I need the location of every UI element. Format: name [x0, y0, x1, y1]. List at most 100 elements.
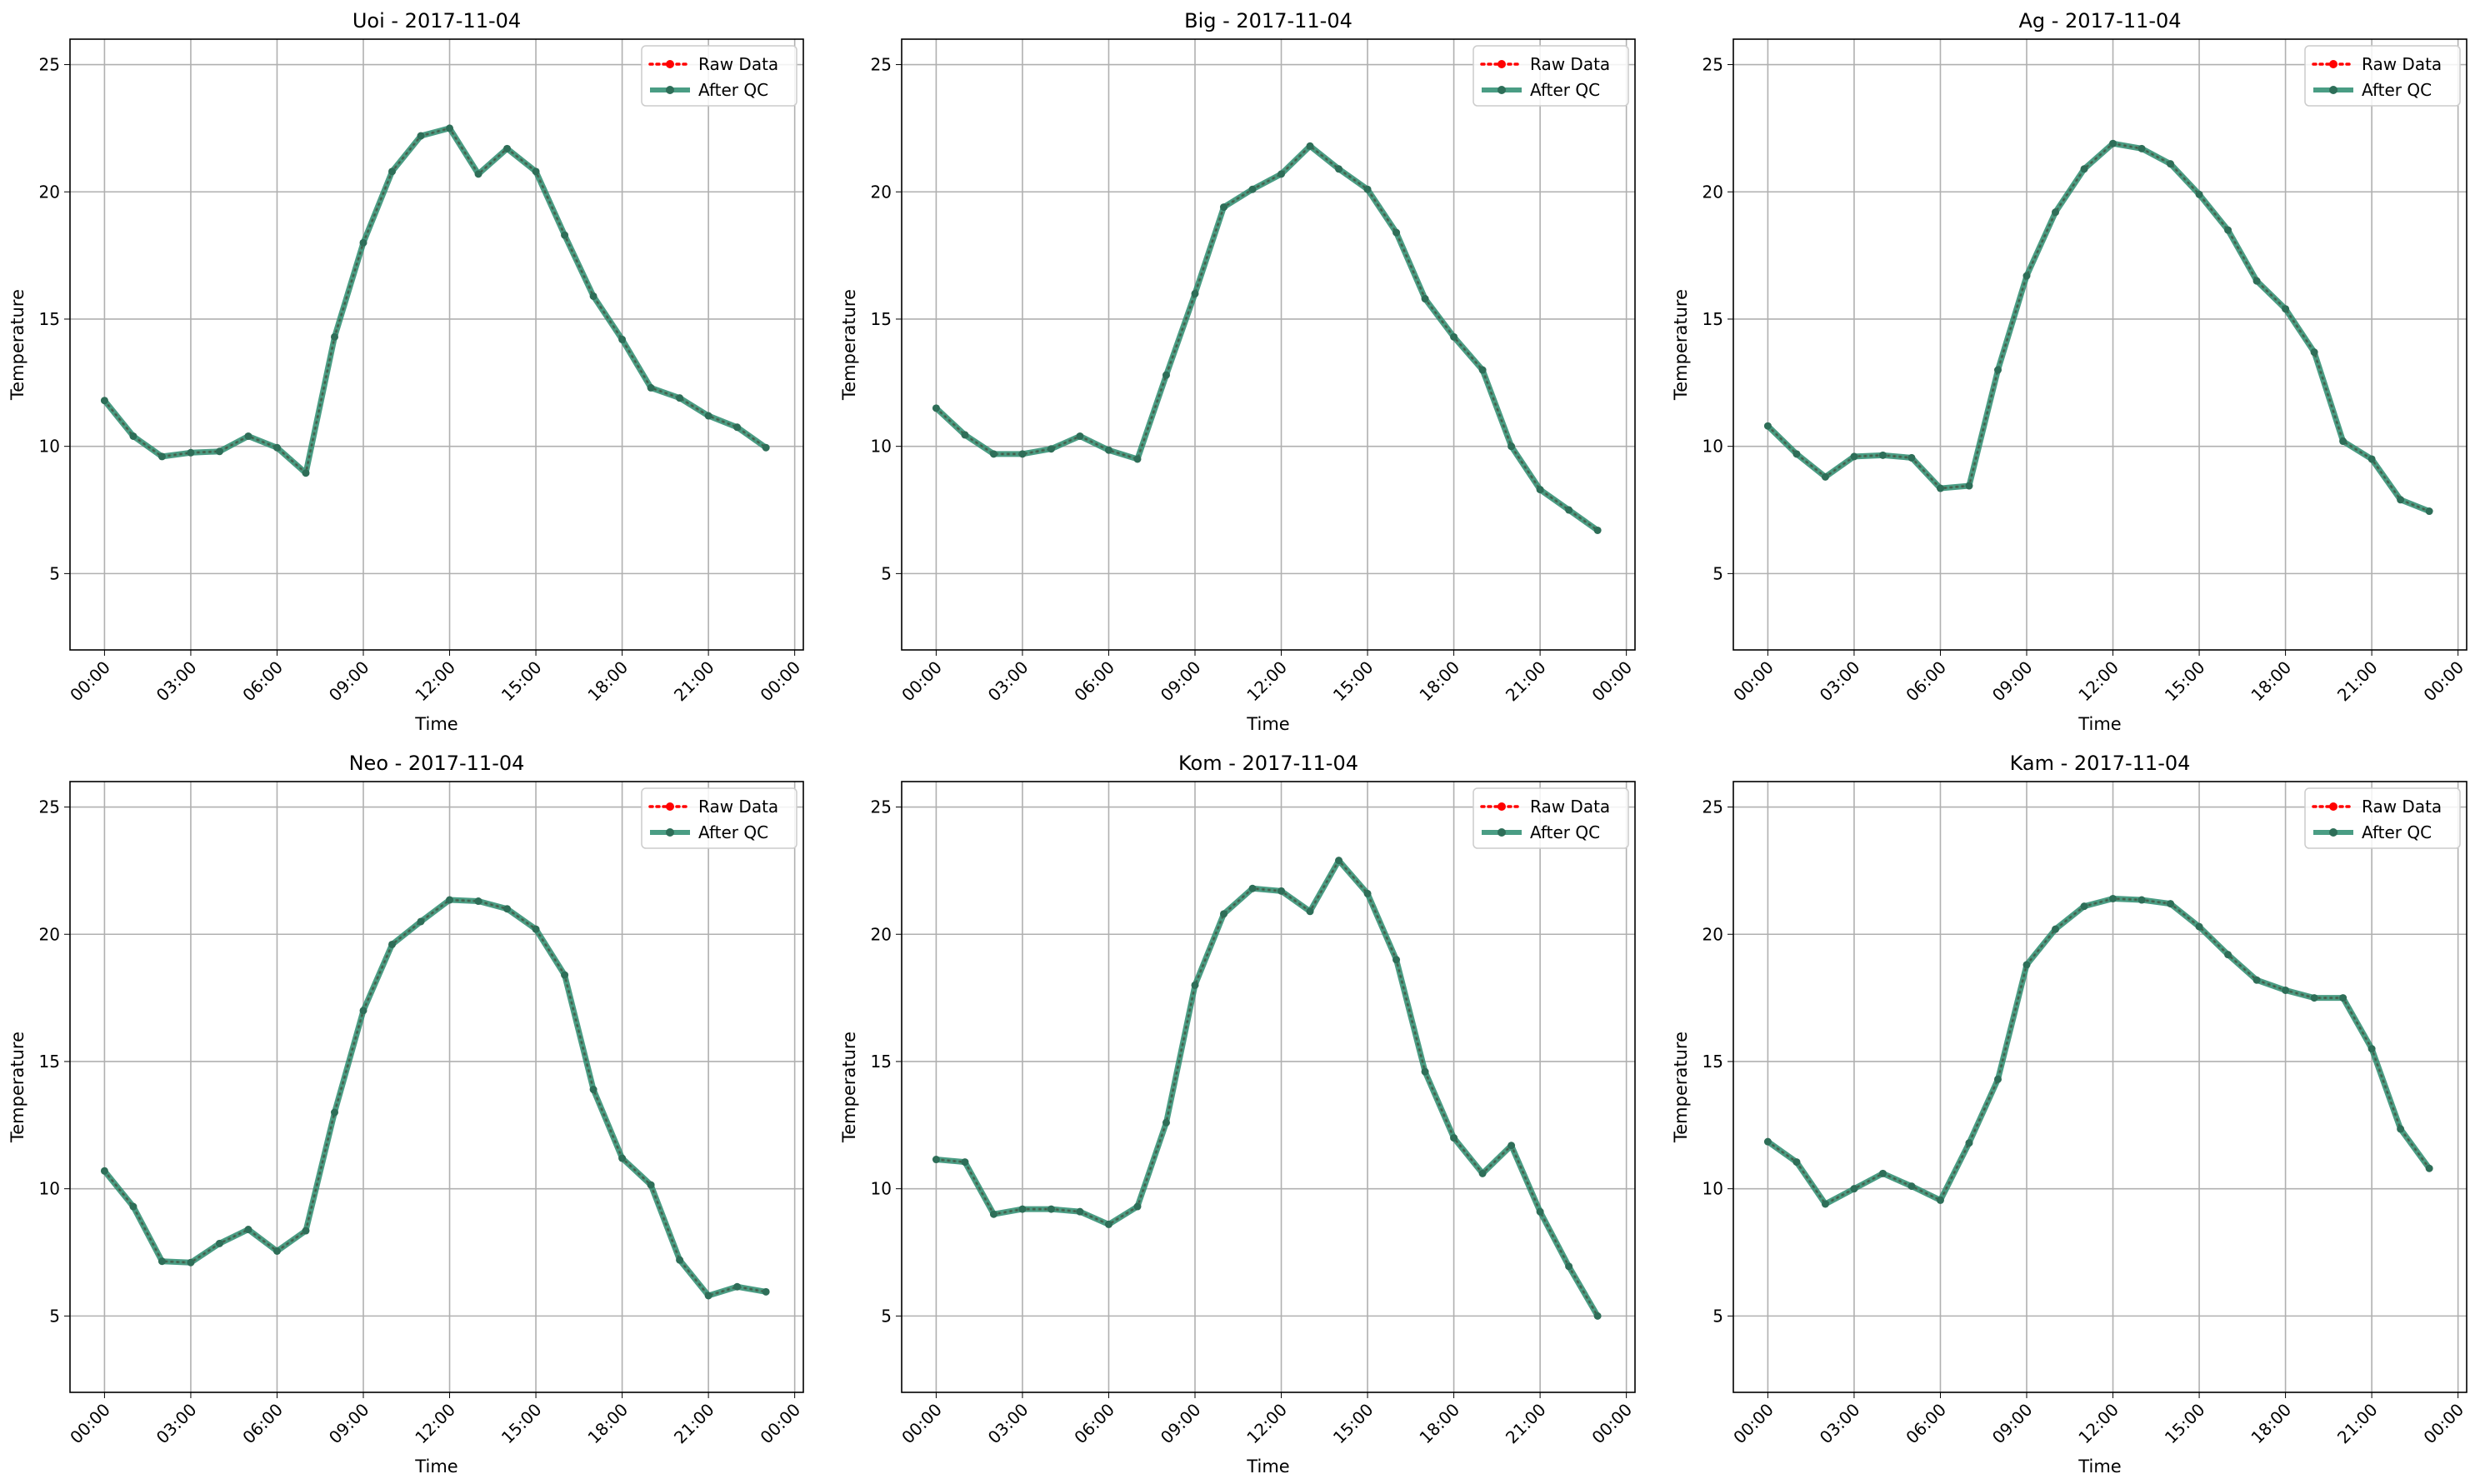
data-point [1478, 1169, 1487, 1177]
data-point [2282, 986, 2290, 994]
data-point [1248, 185, 1257, 193]
x-tick-label: 18:00 [1415, 657, 1463, 706]
data-point [1565, 1262, 1573, 1271]
axes-frame [69, 781, 804, 1393]
data-point [1392, 228, 1401, 237]
axes-frame [901, 38, 1636, 651]
raw-data-overlay [936, 858, 1599, 1317]
legend: Raw Data After QC [1472, 787, 1629, 849]
after-qc-line [1765, 140, 2431, 514]
data-point [2310, 994, 2318, 1002]
y-axis-label: Temperature [839, 289, 859, 401]
legend-qc-label: After QC [2362, 80, 2432, 100]
data-point [272, 443, 281, 452]
data-point [1278, 170, 1286, 178]
data-point [647, 1181, 655, 1189]
x-tick-label: 09:00 [1988, 657, 2037, 706]
data-point [1018, 450, 1027, 458]
data-point [330, 1108, 338, 1117]
chart-panel-4: 00:00 03:00 06:00 09:00 12:00 15:00 18:00 21:00… [8, 752, 804, 1477]
x-tick-label: 12:00 [1242, 1400, 1291, 1448]
raw-data-overlay [935, 144, 1598, 532]
data-point [733, 1282, 742, 1291]
x-tick-label: 09:00 [325, 1400, 373, 1448]
data-point [1133, 455, 1142, 463]
raw-data-line [934, 144, 1599, 532]
x-tick-label: 00:00 [1729, 1400, 1778, 1448]
y-tick-label: 10 [39, 1179, 60, 1199]
x-axis-label: Time [1246, 714, 1289, 734]
data-point [1508, 442, 1516, 451]
chart-title: Big - 2017-11-04 [1184, 9, 1352, 32]
data-point [2195, 190, 2203, 198]
data-point [244, 432, 252, 440]
legend-qc-marker [666, 86, 674, 94]
data-point [2138, 144, 2146, 152]
data-point [733, 423, 742, 432]
data-point [1792, 450, 1801, 458]
legend-raw-label: Raw Data [1530, 797, 1610, 817]
after-qc-line [102, 125, 768, 477]
legend-raw-label: Raw Data [2362, 54, 2442, 74]
legend: Raw Data After QC [641, 45, 798, 107]
legend-raw-marker [666, 802, 674, 811]
data-point [446, 124, 454, 132]
data-point [1821, 472, 1829, 481]
data-point [704, 1292, 712, 1300]
x-tick-label: 00:00 [1588, 1400, 1636, 1448]
data-point [1908, 453, 1916, 462]
y-axis-label: Temperature [1671, 1032, 1691, 1143]
data-point [932, 1156, 940, 1164]
data-point [1335, 857, 1343, 865]
data-point [129, 1202, 138, 1211]
legend-raw-marker [1498, 60, 1506, 68]
x-tick-label: 18:00 [2247, 1400, 2295, 1448]
data-point [1306, 142, 1314, 150]
x-tick-label: 00:00 [2419, 657, 2468, 706]
data-point [532, 925, 540, 933]
data-point [2224, 226, 2232, 234]
data-point [302, 469, 310, 477]
data-point [1908, 1182, 1916, 1191]
y-tick-label: 15 [871, 309, 892, 329]
y-tick-label: 10 [1702, 1179, 1723, 1199]
data-point [359, 1007, 368, 1015]
data-point [1850, 452, 1858, 461]
data-point [1450, 1134, 1458, 1142]
x-tick-label: 18:00 [583, 1400, 632, 1448]
legend-qc-marker [666, 828, 674, 837]
data-point [503, 905, 512, 913]
data-point [561, 971, 569, 979]
y-tick-label: 20 [1702, 924, 1723, 944]
chart-title: Kom - 2017-11-04 [1178, 752, 1358, 775]
data-point [474, 897, 482, 906]
x-axis-label: Time [2078, 1457, 2121, 1477]
data-point [2167, 900, 2175, 908]
data-point [2310, 348, 2318, 357]
axes-frame [69, 38, 804, 651]
data-point [1536, 1207, 1544, 1216]
x-tick-label: 12:00 [411, 1400, 459, 1448]
y-tick-label: 10 [39, 437, 60, 457]
data-point [388, 940, 397, 948]
x-tick-label: 18:00 [583, 657, 632, 706]
data-point [647, 383, 655, 392]
data-point [158, 1257, 166, 1266]
y-tick-label: 5 [1712, 563, 1723, 583]
y-tick-label: 10 [1702, 437, 1723, 457]
y-axis-label: Temperature [8, 289, 28, 401]
data-point [302, 1227, 310, 1235]
data-point [2052, 208, 2060, 217]
data-point [961, 1158, 969, 1167]
legend-qc-label: After QC [2362, 822, 2432, 842]
data-point [561, 231, 569, 239]
chart-title: Neo - 2017-11-04 [349, 752, 525, 775]
data-point [1850, 1185, 1858, 1193]
x-axis-label: Time [414, 714, 458, 734]
data-point [503, 144, 512, 152]
data-point [1508, 1142, 1516, 1150]
data-point [1936, 484, 1944, 492]
after-qc-line [102, 897, 767, 1299]
data-point [589, 292, 598, 300]
data-point [961, 431, 969, 439]
